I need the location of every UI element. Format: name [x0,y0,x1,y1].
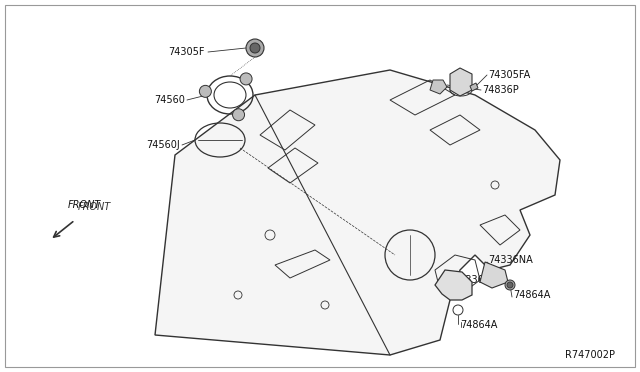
Polygon shape [480,262,508,288]
Text: 74864A: 74864A [513,290,550,300]
Circle shape [507,282,513,288]
Circle shape [200,85,211,97]
Circle shape [240,73,252,85]
Text: 74560J: 74560J [147,140,180,150]
Text: 74864A: 74864A [460,320,497,330]
Polygon shape [450,68,472,96]
Polygon shape [435,270,472,300]
Text: 74336NA: 74336NA [488,255,532,265]
Text: FRONT: FRONT [78,202,111,212]
Text: FRONT: FRONT [68,200,101,210]
Text: 74560: 74560 [154,95,185,105]
Text: 74305FA: 74305FA [488,70,531,80]
Polygon shape [470,83,478,91]
Polygon shape [430,80,447,94]
Text: 74836P: 74836P [482,85,519,95]
Text: 74336N: 74336N [453,275,491,285]
Circle shape [246,39,264,57]
Circle shape [232,109,244,121]
Text: R747002P: R747002P [565,350,615,360]
Polygon shape [155,70,560,355]
Circle shape [250,43,260,53]
Text: 74305F: 74305F [168,47,205,57]
Circle shape [505,280,515,290]
